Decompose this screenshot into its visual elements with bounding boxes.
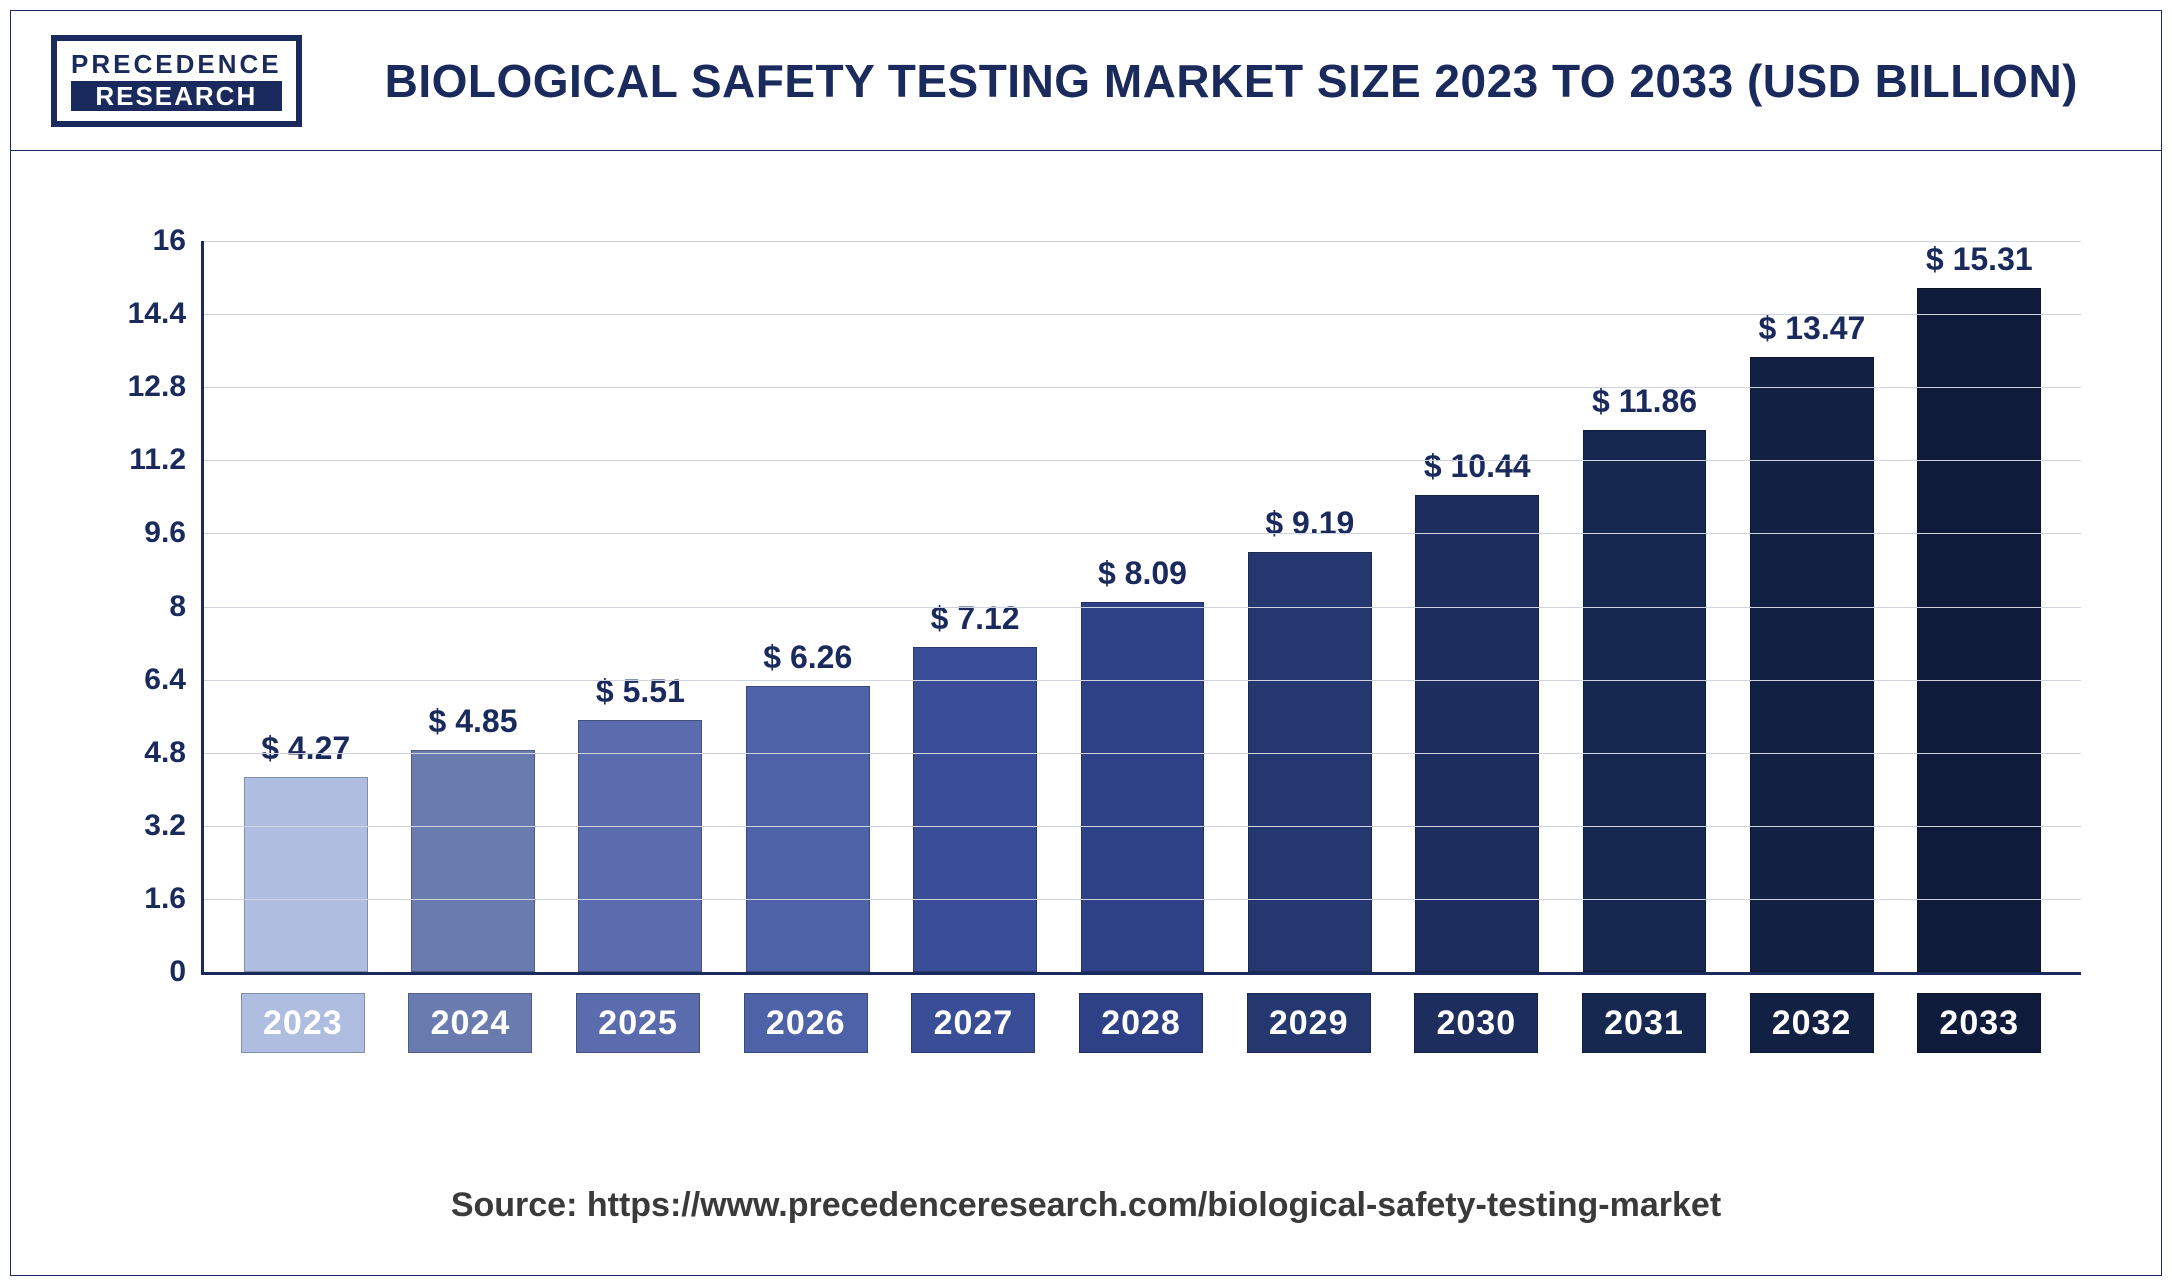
bar — [1248, 552, 1372, 972]
bar — [746, 686, 870, 972]
x-axis-categories: 2023 2024 2025 2026 2027 2028 2029 2030 2031 2032… — [201, 993, 2081, 1053]
x-category: 2031 — [1560, 993, 1728, 1053]
bar-value-label: $ 10.44 — [1424, 448, 1531, 485]
gridline — [204, 387, 2081, 388]
source-caption: Source: https://www.precedenceresearch.c… — [11, 1186, 2161, 1225]
x-category: 2024 — [387, 993, 555, 1053]
bar-value-label: $ 8.09 — [1098, 555, 1187, 592]
x-category: 2032 — [1728, 993, 1896, 1053]
gridline — [204, 753, 2081, 754]
bar-value-label: $ 9.19 — [1265, 505, 1354, 542]
bar-value-label: $ 4.85 — [429, 703, 518, 740]
bar — [1415, 495, 1539, 972]
x-category-label: 2023 — [241, 993, 365, 1053]
x-category-label: 2026 — [744, 993, 868, 1053]
x-category-label: 2027 — [911, 993, 1035, 1053]
bar-value-label: $ 6.26 — [763, 639, 852, 676]
bar — [1750, 357, 1874, 972]
bar — [1583, 430, 1707, 972]
x-category: 2023 — [219, 993, 387, 1053]
x-category-label: 2031 — [1582, 993, 1706, 1053]
gridline — [204, 241, 2081, 242]
x-category: 2030 — [1392, 993, 1560, 1053]
y-tick-label: 1.6 — [144, 882, 204, 916]
y-tick-label: 4.8 — [144, 736, 204, 770]
chart-area: $ 4.27$ 4.85$ 5.51$ 6.26$ 7.12$ 8.09$ 9.… — [121, 171, 2091, 1085]
logo-line2: RESEARCH — [71, 81, 282, 111]
bar — [244, 777, 368, 972]
gridline — [204, 899, 2081, 900]
y-tick-label: 6.4 — [144, 663, 204, 697]
x-category: 2026 — [722, 993, 890, 1053]
y-tick-label: 8 — [169, 590, 204, 624]
x-category: 2029 — [1225, 993, 1393, 1053]
x-category: 2025 — [554, 993, 722, 1053]
x-category: 2033 — [1895, 993, 2063, 1053]
y-tick-label: 9.6 — [144, 516, 204, 550]
y-tick-label: 16 — [153, 224, 204, 258]
plot-region: $ 4.27$ 4.85$ 5.51$ 6.26$ 7.12$ 8.09$ 9.… — [201, 241, 2081, 975]
y-tick-label: 3.2 — [144, 809, 204, 843]
gridline — [204, 533, 2081, 534]
x-category-label: 2028 — [1079, 993, 1203, 1053]
y-tick-label: 12.8 — [128, 370, 204, 404]
y-tick-label: 14.4 — [128, 297, 204, 331]
header-bar: PRECEDENCE RESEARCH BIOLOGICAL SAFETY TE… — [11, 11, 2161, 151]
gridline — [204, 460, 2081, 461]
x-category-label: 2030 — [1414, 993, 1538, 1053]
gridline — [204, 680, 2081, 681]
bar — [578, 720, 702, 972]
x-category-label: 2029 — [1247, 993, 1371, 1053]
brand-logo: PRECEDENCE RESEARCH — [51, 35, 302, 127]
y-tick-label: 0 — [169, 955, 204, 989]
bar-value-label: $ 15.31 — [1926, 241, 2033, 278]
x-category-label: 2024 — [408, 993, 532, 1053]
logo-line1: PRECEDENCE — [71, 51, 282, 77]
x-category: 2027 — [890, 993, 1058, 1053]
bar-value-label: $ 7.12 — [931, 600, 1020, 637]
gridline — [204, 826, 2081, 827]
bar-value-label: $ 11.86 — [1592, 383, 1697, 420]
gridline — [204, 314, 2081, 315]
x-category: 2028 — [1057, 993, 1225, 1053]
bar-value-label: $ 13.47 — [1759, 310, 1866, 347]
chart-title: BIOLOGICAL SAFETY TESTING MARKET SIZE 20… — [342, 54, 2121, 108]
gridline — [204, 607, 2081, 608]
x-category-label: 2033 — [1917, 993, 2041, 1053]
x-category-label: 2032 — [1750, 993, 1874, 1053]
bar — [1917, 288, 2041, 972]
bar — [913, 647, 1037, 972]
bar-value-label: $ 4.27 — [261, 730, 350, 767]
bar — [1081, 602, 1205, 972]
x-category-label: 2025 — [576, 993, 700, 1053]
y-tick-label: 11.2 — [129, 443, 204, 477]
report-frame: PRECEDENCE RESEARCH BIOLOGICAL SAFETY TE… — [10, 10, 2162, 1276]
bar — [411, 750, 535, 972]
